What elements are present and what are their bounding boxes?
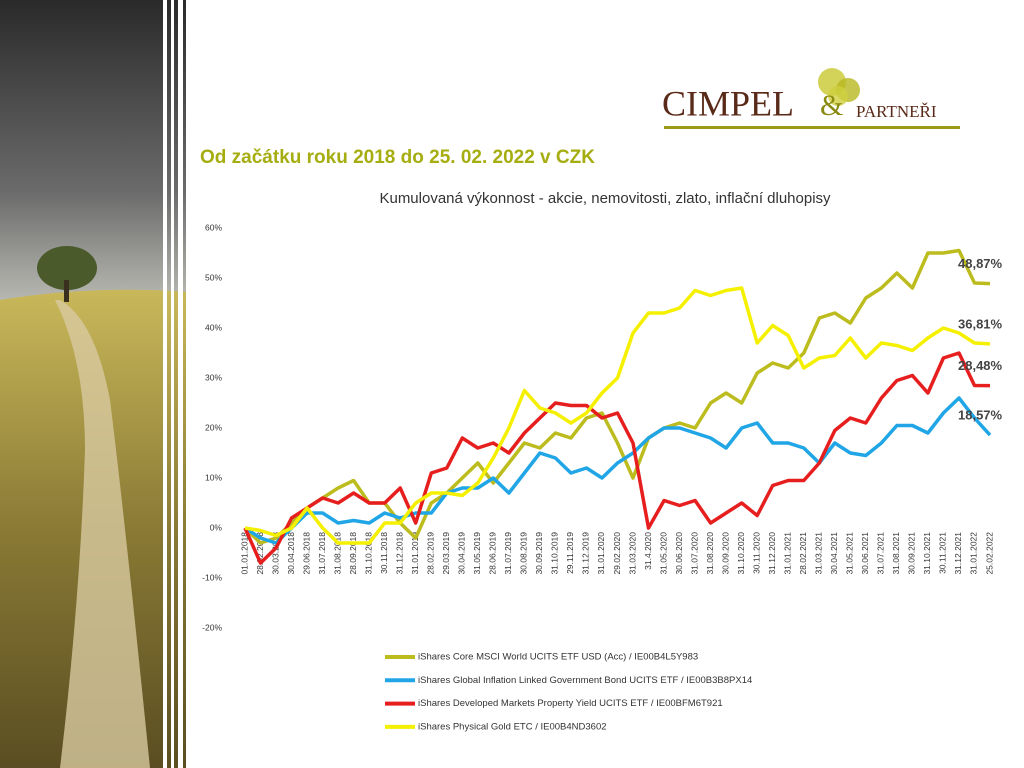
- x-tick-label: 31.07.2018: [317, 532, 327, 575]
- x-tick-label: 31.10.2019: [550, 532, 560, 575]
- x-tick-label: 30.11.2021: [938, 532, 948, 574]
- logo: CIMPEL & PARTNEŘI: [662, 68, 960, 129]
- x-tick-label: 31.05.2020: [658, 532, 668, 575]
- x-tick-label: 31.03.2020: [627, 532, 637, 575]
- legend-label: iShares Developed Markets Property Yield…: [418, 698, 723, 709]
- background-photo: [0, 0, 190, 768]
- x-tick-label: 30.04.2021: [829, 532, 839, 575]
- x-tick-label: 31.10.2020: [736, 532, 746, 575]
- y-tick-label: -10%: [202, 572, 222, 582]
- x-tick-label: 28.06.2019: [488, 532, 498, 575]
- x-tick-label: 31.07.2020: [689, 532, 699, 575]
- x-tick-label: 31.07.2019: [503, 532, 513, 575]
- chart-title: Kumulovaná výkonnost - akcie, nemovitost…: [379, 190, 831, 207]
- y-tick-label: 50%: [205, 272, 222, 282]
- y-tick-label: 0%: [210, 522, 223, 532]
- logo-partners: PARTNEŘI: [856, 102, 937, 121]
- y-tick-label: 30%: [205, 372, 222, 382]
- legend-label: iShares Core MSCI World UCITS ETF USD (A…: [418, 652, 698, 663]
- x-tick-label: 30.09.2019: [534, 532, 544, 575]
- x-tick-label: 31.4.2020: [643, 532, 653, 570]
- data-label: 18,57%: [958, 408, 1003, 423]
- x-tick-label: 30.11.2018: [379, 532, 389, 574]
- x-tick-label: 30.04.2019: [457, 532, 467, 575]
- x-tick-label: 31.12.2019: [581, 532, 591, 575]
- logo-name: CIMPEL: [662, 83, 794, 123]
- x-tick-label: 31.01.2021: [782, 532, 792, 575]
- x-tick-label: 31.07.2021: [876, 532, 886, 575]
- legend-label: iShares Global Inflation Linked Governme…: [418, 675, 752, 686]
- x-tick-label: 25.02.2022: [984, 532, 994, 575]
- data-label: 36,81%: [958, 316, 1003, 331]
- x-tick-label: 31.01.2022: [969, 532, 979, 575]
- x-tick-label: 30.04.2018: [286, 532, 296, 575]
- x-tick-label: 29.11.2019: [565, 532, 575, 574]
- y-tick-label: -20%: [202, 622, 222, 632]
- x-tick-label: 30.08.2019: [519, 532, 529, 575]
- x-tick-label: 30.11.2020: [751, 532, 761, 574]
- x-tick-label: 29.02.2020: [612, 532, 622, 575]
- data-label: 48,87%: [958, 256, 1003, 271]
- y-tick-label: 40%: [205, 322, 222, 332]
- x-tick-label: 31.01.2020: [596, 532, 606, 575]
- x-tick-label: 28.09.2018: [348, 532, 358, 575]
- x-tick-label: 29.06.2018: [301, 532, 311, 575]
- data-label: 28,48%: [958, 358, 1003, 373]
- logo-amp: &: [820, 89, 843, 122]
- y-tick-label: 20%: [205, 422, 222, 432]
- x-tick-label: 31.08.2018: [332, 532, 342, 575]
- series-line: [244, 396, 992, 545]
- x-tick-label: 28.02.2019: [426, 532, 436, 575]
- x-tick-label: 31.05.2021: [845, 532, 855, 575]
- x-tick-label: 31.10.2021: [922, 532, 932, 575]
- x-tick-label: 31.08.2021: [891, 532, 901, 575]
- x-tick-label: 30.09.2020: [720, 532, 730, 575]
- subtitle: Od začátku roku 2018 do 25. 02. 2022 v C…: [200, 147, 595, 168]
- x-tick-label: 31.05.2019: [472, 532, 482, 575]
- x-tick-label: 31.01.2019: [410, 532, 420, 575]
- series-line: [243, 248, 991, 545]
- x-tick-label: 31.03.2021: [814, 532, 824, 575]
- x-tick-label: 30.06.2020: [674, 532, 684, 575]
- x-tick-label: 31.10.2018: [363, 532, 373, 575]
- x-tick-label: 31.12.2020: [767, 532, 777, 575]
- x-tick-label: 30.03.2018: [270, 532, 280, 575]
- series-line: [244, 286, 991, 545]
- x-tick-label: 30.06.2021: [860, 532, 870, 575]
- x-tick-label: 29.03.2019: [441, 532, 451, 575]
- x-tick-label: 28.02.2018: [255, 532, 265, 575]
- legend-label: iShares Physical Gold ETC / IE00B4ND3602: [418, 721, 607, 732]
- y-tick-label: 60%: [205, 222, 222, 232]
- x-tick-label: 31.12.2021: [953, 532, 963, 575]
- y-tick-label: 10%: [205, 472, 222, 482]
- x-tick-label: 30.09.2021: [907, 532, 917, 575]
- x-tick-label: 31.12.2018: [394, 532, 404, 575]
- x-tick-label: 31.08.2020: [705, 532, 715, 575]
- x-tick-label: 01.01.2018: [239, 532, 249, 575]
- series-line: [243, 351, 991, 565]
- x-tick-label: 28.02.2021: [798, 532, 808, 575]
